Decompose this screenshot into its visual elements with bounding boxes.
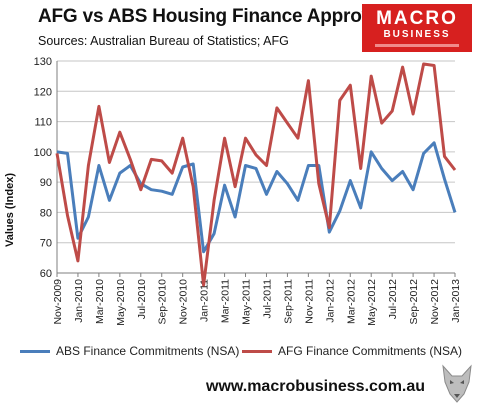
macrobusiness-logo: MACRO BUSINESS bbox=[362, 4, 472, 52]
y-tick-120: 120 bbox=[34, 86, 52, 98]
y-tick-100: 100 bbox=[34, 147, 52, 159]
legend-afg-swatch bbox=[242, 350, 272, 354]
x-tick-Nov-2009: Nov-2009 bbox=[52, 279, 64, 325]
y-tick-130: 130 bbox=[34, 56, 52, 68]
y-axis-ticks: 60 70 80 90 100 110 120 130 bbox=[34, 56, 52, 280]
abs-series-line bbox=[56, 141, 457, 254]
y-tick-70: 70 bbox=[40, 238, 52, 250]
x-tick-Mar-2010: Mar-2010 bbox=[94, 279, 106, 324]
y-tick-60: 60 bbox=[40, 268, 52, 280]
x-tick-May-2011: May-2011 bbox=[241, 279, 253, 325]
x-tick-Nov-2011: Nov-2011 bbox=[303, 279, 315, 324]
x-tick-Nov-2012: Nov-2012 bbox=[429, 279, 441, 325]
y-axis-label: Values (Index) bbox=[4, 173, 16, 247]
footer-url: www.macrobusiness.com.au bbox=[206, 378, 426, 395]
x-tick-Sep-2011: Sep-2011 bbox=[282, 279, 294, 324]
legend-abs-label: ABS Finance Commitments (NSA) bbox=[56, 344, 240, 358]
y-tick-90: 90 bbox=[40, 177, 52, 189]
x-tick-Jul-2012: Jul-2012 bbox=[387, 279, 399, 319]
y-tick-80: 80 bbox=[40, 207, 52, 219]
chart-subtitle: Sources: Australian Bureau of Statistics… bbox=[38, 34, 289, 48]
x-tick-Mar-2011: Mar-2011 bbox=[220, 279, 232, 323]
logo-line-2: BUSINESS bbox=[383, 29, 451, 40]
x-axis-ticks: Nov-2009 Jan-2010 Mar-2010 May-2010 Jul-2010… bbox=[52, 273, 462, 326]
x-tick-Nov-2010: Nov-2010 bbox=[178, 279, 190, 325]
series-lines bbox=[55, 62, 457, 287]
x-tick-Jan-2011: Jan-2011 bbox=[199, 279, 211, 322]
x-tick-May-2012: May-2012 bbox=[366, 279, 378, 326]
wolf-logo-icon bbox=[442, 364, 472, 403]
x-tick-Jan-2013: Jan-2013 bbox=[450, 279, 462, 323]
axes bbox=[56, 61, 455, 274]
x-tick-Jul-2011: Jul-2011 bbox=[261, 279, 273, 319]
x-tick-May-2010: May-2010 bbox=[115, 279, 127, 326]
x-tick-Jan-2010: Jan-2010 bbox=[73, 279, 85, 323]
x-tick-Mar-2012: Mar-2012 bbox=[345, 279, 357, 324]
legend-abs-swatch bbox=[20, 350, 50, 354]
x-tick-Sep-2012: Sep-2012 bbox=[408, 279, 420, 325]
grid-lines bbox=[57, 60, 455, 274]
legend-afg-label: AFG Finance Commitments (NSA) bbox=[278, 344, 463, 358]
logo-stripe bbox=[375, 44, 459, 47]
x-tick-Jan-2012: Jan-2012 bbox=[324, 279, 336, 323]
legend-abs: ABS Finance Commitments (NSA) bbox=[20, 344, 239, 358]
chart-title: AFG vs ABS Housing Finance Approvals bbox=[38, 6, 398, 27]
afg-series-line bbox=[55, 62, 457, 287]
logo-line-1: MACRO bbox=[376, 8, 458, 29]
x-tick-Jul-2010: Jul-2010 bbox=[136, 279, 148, 319]
legend-afg: AFG Finance Commitments (NSA) bbox=[242, 344, 462, 358]
x-tick-Sep-2010: Sep-2010 bbox=[157, 279, 169, 325]
y-tick-110: 110 bbox=[34, 117, 52, 129]
